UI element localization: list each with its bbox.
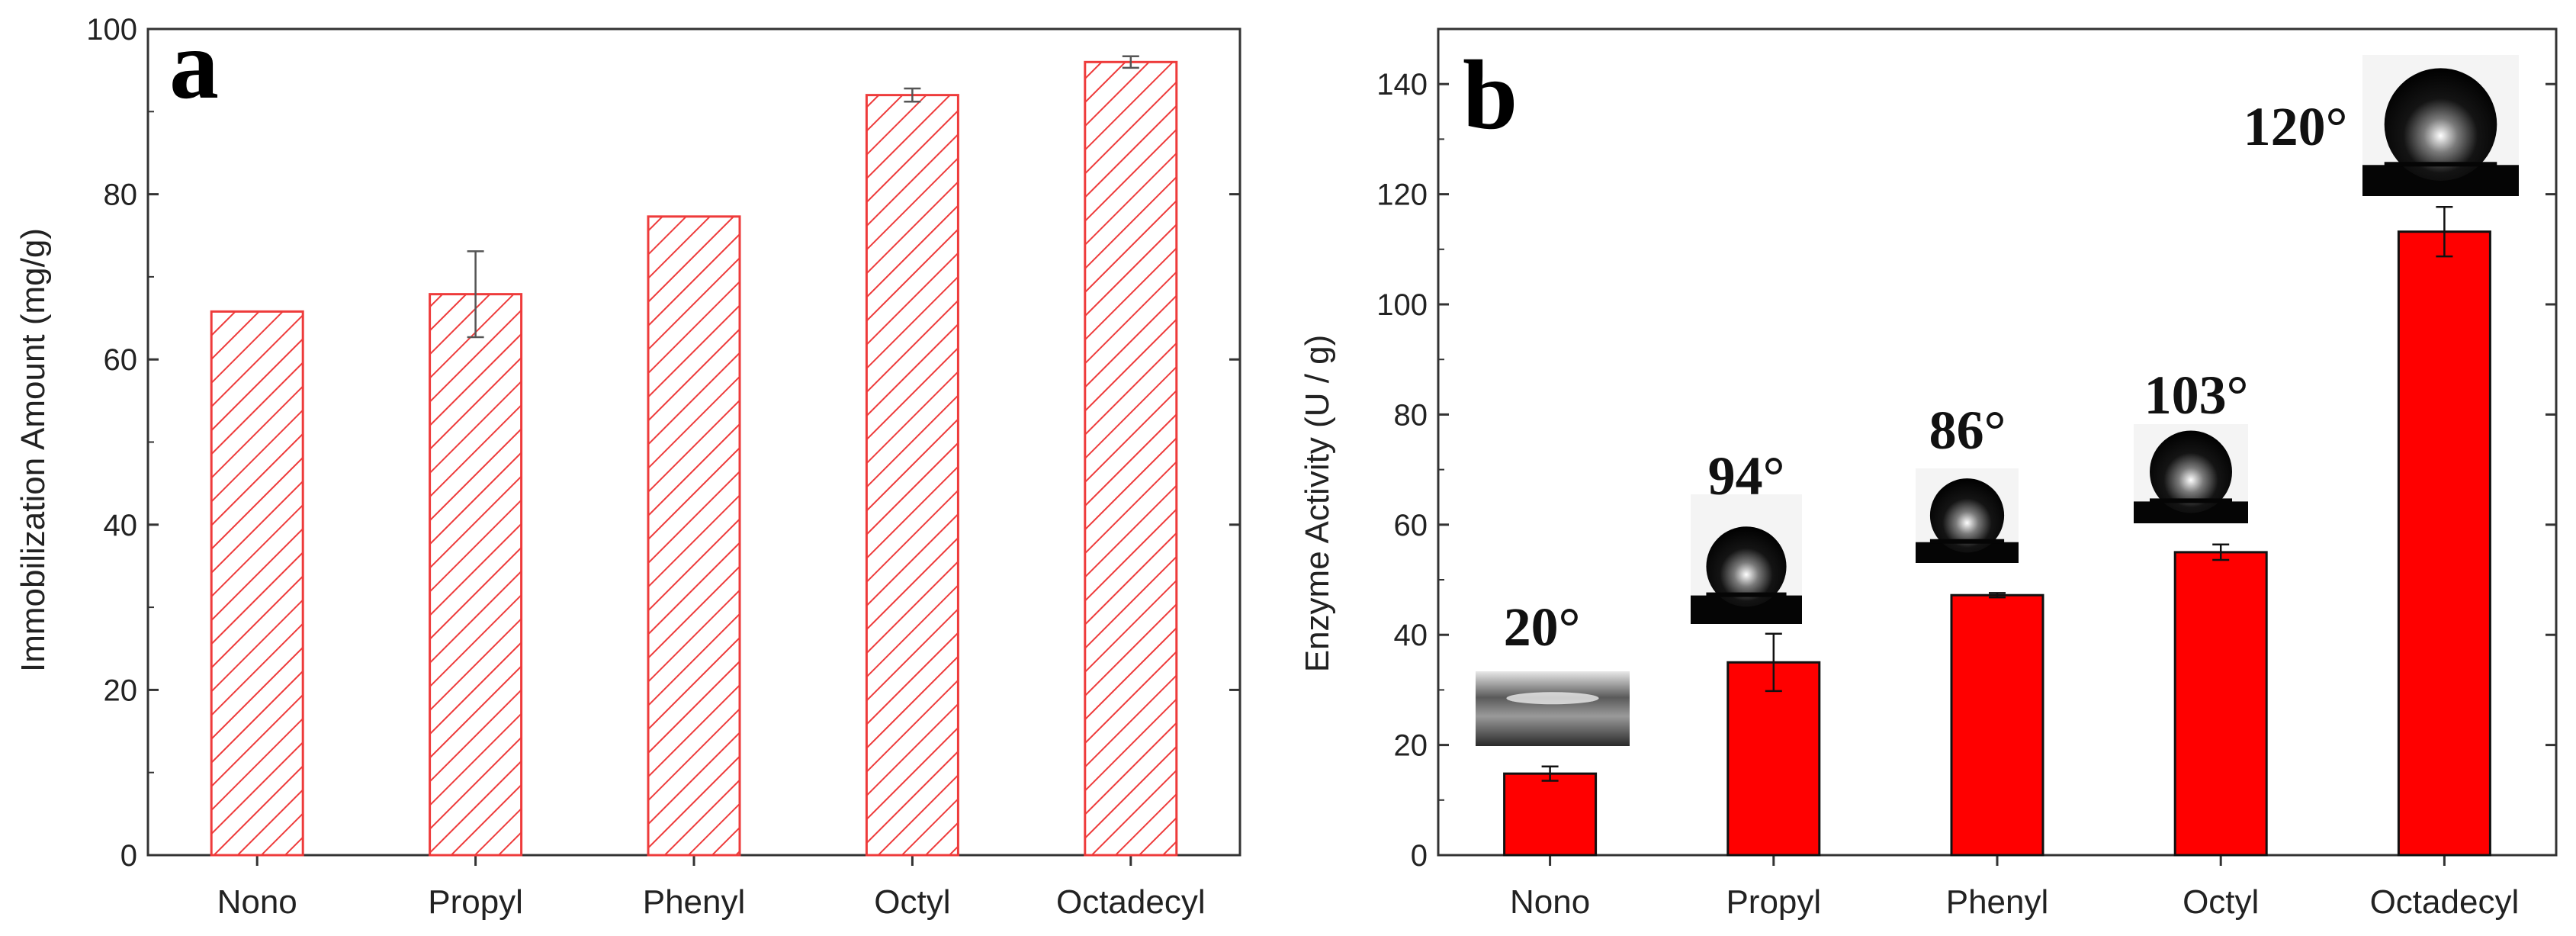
contact-angle-label: 20°: [1504, 597, 1581, 658]
droplet-contact-line: [2384, 162, 2497, 167]
panel-b-bars: [1503, 205, 2491, 857]
contact-angle-label: 103°: [2144, 365, 2249, 426]
droplet: [2150, 430, 2232, 513]
y-tick-label: 80: [1394, 398, 1428, 432]
x-tick-label: Octyl: [874, 883, 950, 921]
bar: [429, 293, 523, 857]
bar: [865, 94, 959, 857]
panel-b-droplet-images: 20° 94° 86° 103° 120°: [1476, 55, 2519, 746]
bar: [1503, 772, 1598, 857]
contact-angle-droplet-image: [1691, 494, 1802, 624]
y-tick-label: 0: [120, 839, 137, 873]
y-tick-label: 100: [86, 13, 137, 47]
y-tick-label: 60: [1394, 509, 1428, 542]
y-tick-label: 60: [104, 343, 138, 377]
x-tick-label: Propyl: [1726, 883, 1821, 921]
x-tick-label: Octadecyl: [1056, 883, 1206, 921]
y-tick-label: 20: [104, 674, 138, 707]
x-tick-label: Phenyl: [1946, 883, 2049, 921]
x-tick-label: Nono: [217, 883, 297, 921]
panel-b: b Enzyme Activity (U / g) 0 20 40 60 80 100 12…: [1299, 27, 2558, 921]
droplet-highlight: [1506, 692, 1599, 705]
droplet: [2384, 68, 2497, 181]
contact-angle-label: 86°: [1929, 400, 2006, 461]
contact-angle-droplet-image: [2134, 424, 2248, 523]
droplet-contact-line: [1929, 539, 2005, 544]
panel-b-axes: 0 20 40 60 80 100 120 140 Nono Propyl Phenyl Octyl O…: [1376, 27, 2558, 921]
panel-b-ylabel: Enzyme Activity (U / g): [1299, 335, 1336, 673]
contact-angle-label: 120°: [2244, 96, 2348, 157]
droplet: [1929, 478, 2005, 553]
bar: [210, 310, 304, 857]
droplet-photo: [1476, 671, 1630, 746]
droplet-contact-line: [1706, 592, 1787, 597]
y-tick-label: 0: [1411, 839, 1428, 873]
bar: [1084, 60, 1178, 857]
y-tick-label: 20: [1394, 729, 1428, 763]
x-tick-label: Octyl: [2183, 883, 2259, 921]
y-tick-label: 40: [1394, 619, 1428, 652]
y-tick-label: 100: [1376, 288, 1428, 322]
panel-a-letter: a: [169, 10, 219, 120]
x-tick-label: Octadecyl: [2370, 883, 2520, 921]
bar: [2173, 551, 2268, 857]
bar: [2397, 230, 2491, 857]
droplet-contact-line: [2150, 498, 2232, 503]
bar: [647, 215, 741, 857]
panel-a: a Immobilization Amount (mg/g) 0 20 40 60 80…: [14, 10, 1241, 921]
panel-b-letter: b: [1463, 40, 1518, 150]
contact-angle-droplet-image: [1476, 671, 1630, 746]
contact-angle-label: 94°: [1708, 445, 1785, 507]
x-tick-label: Phenyl: [643, 883, 746, 921]
x-tick-label: Propyl: [428, 883, 523, 921]
y-tick-label: 80: [104, 179, 138, 212]
bar: [1950, 593, 2044, 857]
y-tick-label: 120: [1376, 179, 1428, 212]
panel-a-bars: [210, 55, 1178, 857]
panel-a-ylabel: Immobilization Amount (mg/g): [14, 228, 52, 672]
contact-angle-droplet-image: [2362, 55, 2519, 196]
droplet: [1706, 526, 1787, 607]
x-tick-label: Nono: [1510, 883, 1590, 921]
y-tick-label: 140: [1376, 68, 1428, 101]
y-tick-label: 40: [104, 509, 138, 542]
contact-angle-droplet-image: [1916, 468, 2019, 563]
